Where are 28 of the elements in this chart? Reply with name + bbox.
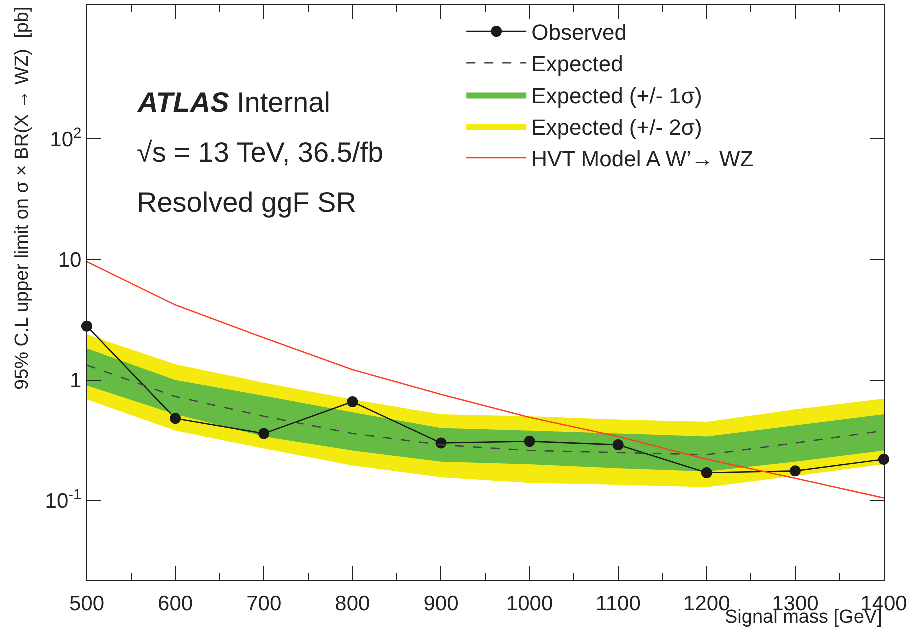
y-tick-label: 10 (58, 249, 82, 272)
x-tick-label: 800 (335, 592, 370, 616)
legend-label: Expected (+/- 2σ) (532, 114, 702, 140)
point (612, 440, 624, 451)
line-series (87, 261, 884, 499)
legend-label: HVT Model A W’→ WZ (532, 146, 754, 172)
legend-label: Expected (+/- 1σ) (532, 83, 702, 108)
annotation: √s = 13 TeV, 36.5/fb (137, 137, 384, 168)
x-tick-label: 1000 (506, 592, 554, 616)
y-tick-label: 10$^{-1}$ (45, 487, 82, 514)
legend-label: Observed (532, 20, 627, 46)
point (347, 396, 358, 408)
y-tick-label: 1 (70, 370, 82, 393)
point (790, 466, 801, 477)
point (701, 467, 712, 478)
x-tick-label: 1100 (596, 592, 641, 616)
y-tick-label: 10$^{2}$ (50, 126, 82, 152)
x-tick-label: 900 (424, 592, 459, 616)
legend-label: Expected (532, 52, 624, 77)
annotation: Resolved ggF SR (137, 187, 356, 218)
x-tick-label: 700 (246, 592, 282, 616)
annotation: ATLAS Internal (137, 87, 330, 118)
point (170, 413, 182, 424)
x-tick-label: 600 (158, 592, 194, 616)
x-tick-label: 500 (69, 592, 105, 616)
point (258, 428, 270, 440)
y-axis-title: 95% C.L upper limit on σ × BR(X → WZ) [pb] (12, 6, 33, 390)
point (524, 436, 536, 448)
